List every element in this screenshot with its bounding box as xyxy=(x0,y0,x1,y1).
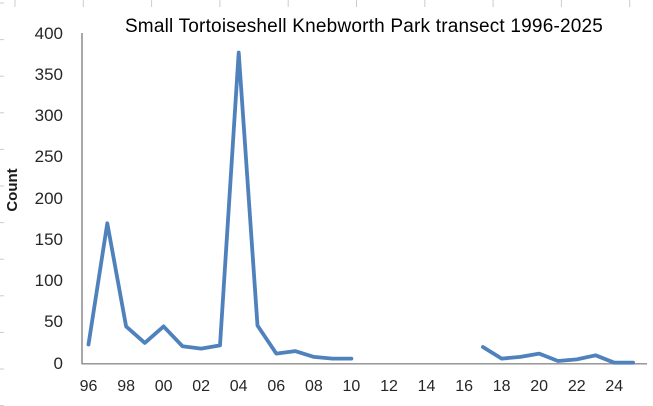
x-tick-label: 98 xyxy=(117,378,135,395)
data-line-segment xyxy=(480,345,635,365)
y-tick-label: 0 xyxy=(53,353,63,373)
x-tick-label: 14 xyxy=(417,378,436,395)
x-tick-label: 06 xyxy=(267,378,286,395)
chart-title: Small Tortoiseshell Knebworth Park trans… xyxy=(124,16,604,37)
y-tick-label: 100 xyxy=(34,271,63,290)
y-tick-label: 200 xyxy=(34,188,63,208)
x-tick-label: 10 xyxy=(342,378,361,395)
y-tick-label: 50 xyxy=(44,312,63,332)
x-tick-label: 16 xyxy=(455,378,473,395)
y-tick-label: 300 xyxy=(34,106,63,125)
y-tick-label: 350 xyxy=(34,64,63,84)
x-tick-label: 08 xyxy=(304,378,323,395)
x-tick-label: 12 xyxy=(380,378,398,395)
x-tick-label: 24 xyxy=(605,378,624,395)
x-tick-label: 20 xyxy=(530,378,549,395)
x-tick-label: 04 xyxy=(229,378,248,395)
x-tick-label: 00 xyxy=(154,378,173,395)
x-tick-label: 02 xyxy=(192,378,211,395)
y-tick-label: 150 xyxy=(34,229,63,249)
y-tick-label: 400 xyxy=(34,23,63,43)
data-line-segment xyxy=(86,50,354,361)
x-tick-label: 18 xyxy=(492,378,511,395)
x-tick-label: 22 xyxy=(567,378,586,395)
y-tick-label: 250 xyxy=(34,147,63,167)
x-tick-label: 96 xyxy=(79,378,98,395)
